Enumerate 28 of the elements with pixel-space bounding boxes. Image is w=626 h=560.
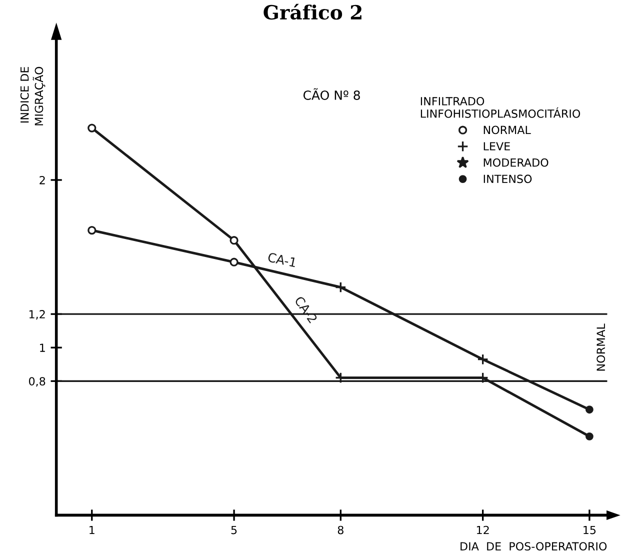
x-tick-label: 1	[90, 526, 94, 534]
y-tick-label: 1	[40, 344, 45, 352]
point	[477, 354, 489, 366]
legend-label: LEVE	[484, 142, 510, 150]
point	[230, 258, 238, 266]
legend-label: MODERADO	[484, 158, 548, 167]
y-axis-title: INDICE DE MIGRAÇÃO	[20, 66, 46, 126]
point	[585, 406, 594, 414]
annotation: NORMAL	[596, 324, 606, 371]
point	[230, 236, 238, 245]
point	[334, 282, 346, 293]
text: CÃO Nº 8	[303, 88, 360, 100]
legend-title: INFILTRADO LINFOHISTIOPLASMOCITÁRIO	[420, 96, 580, 118]
x-tick-label: 15	[584, 526, 596, 534]
chart-title: Gráfico 2	[264, 4, 362, 20]
x-tick-label: 8	[338, 526, 344, 534]
legend-label: INTENSO	[484, 174, 532, 184]
y-tick-label: 2	[40, 176, 45, 184]
text: CA-1	[268, 252, 297, 268]
x-axis-title: DIA DE POS-OPERATORIO	[460, 542, 607, 551]
legend-label: NORMAL	[484, 126, 531, 134]
point	[88, 226, 96, 235]
point	[88, 124, 96, 132]
x-tick-label: 12	[476, 526, 489, 534]
point	[585, 432, 594, 440]
x-tick-label: 5	[231, 526, 237, 534]
y-tick-label: 0,8	[28, 377, 46, 387]
y-tick-label: 1,2	[29, 310, 45, 320]
